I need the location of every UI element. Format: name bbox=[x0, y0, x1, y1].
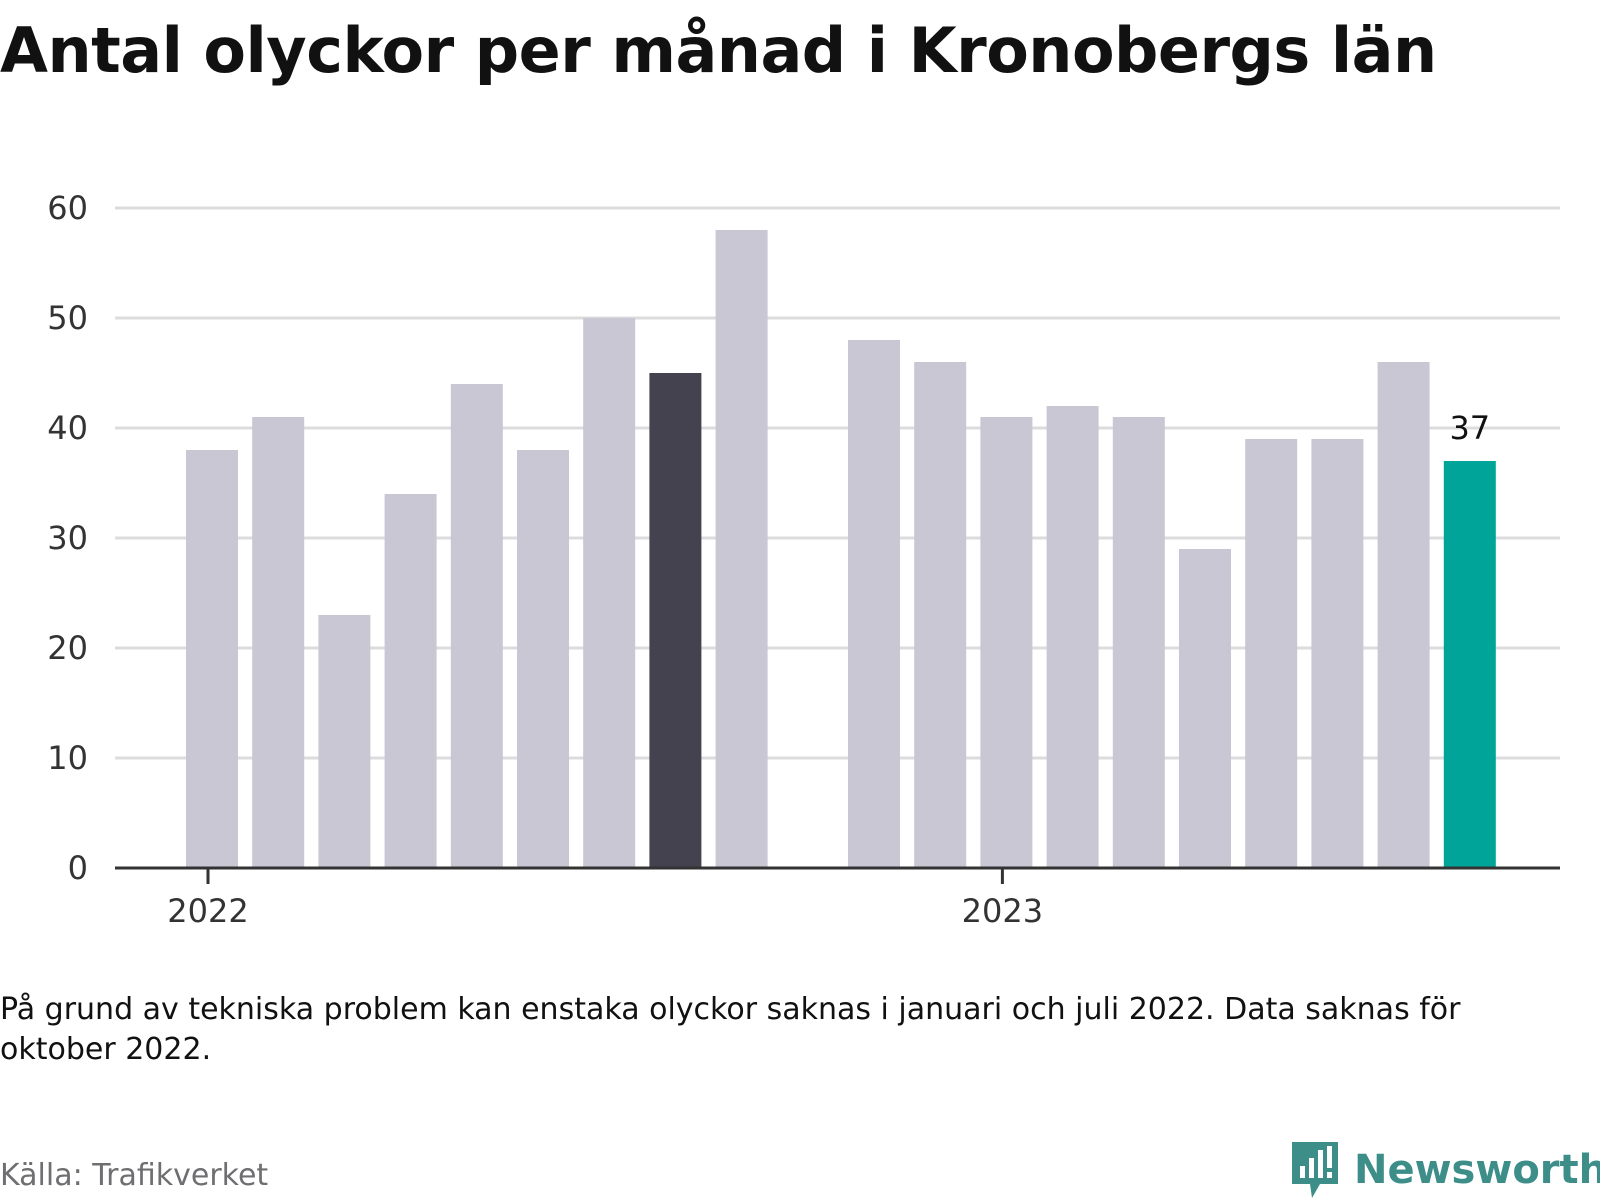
bar-chart: 0 10 20 30 40 50 60 37 2022 2023 bbox=[47, 189, 1560, 930]
bar-chart-logo-icon bbox=[1292, 1142, 1338, 1198]
x-tick-label: 2023 bbox=[962, 892, 1043, 930]
x-axis bbox=[115, 866, 1560, 884]
bar bbox=[649, 373, 702, 868]
bar bbox=[1311, 439, 1364, 868]
y-tick-label: 30 bbox=[47, 519, 88, 557]
chart-title: Antal olyckor per månad i Kronobergs län bbox=[0, 14, 1437, 87]
y-tick-label: 10 bbox=[47, 739, 88, 777]
bar bbox=[384, 494, 437, 868]
bar bbox=[1046, 406, 1099, 868]
x-tick-label: 2022 bbox=[167, 892, 248, 930]
bar bbox=[186, 450, 238, 868]
bar bbox=[1179, 549, 1231, 868]
bar bbox=[1112, 417, 1165, 868]
bar bbox=[517, 450, 569, 868]
bar bbox=[848, 340, 900, 868]
bar bbox=[980, 417, 1033, 868]
data-label: 37 bbox=[1449, 409, 1490, 447]
newsworthy-logo: Newsworthy bbox=[1290, 1140, 1600, 1200]
y-tick-label: 40 bbox=[47, 409, 88, 447]
bar bbox=[1245, 439, 1298, 868]
chart-note: På grund av tekniska problem kan enstaka… bbox=[0, 992, 1461, 1067]
bar bbox=[583, 318, 636, 868]
bars bbox=[186, 230, 1496, 868]
source-text: Källa: Trafikverket bbox=[0, 1158, 269, 1193]
brand-name: Newsworthy bbox=[1354, 1147, 1600, 1193]
y-tick-label: 0 bbox=[68, 849, 88, 887]
bar bbox=[914, 362, 967, 868]
y-tick-label: 50 bbox=[47, 299, 88, 337]
y-tick-label: 60 bbox=[47, 189, 88, 227]
bar bbox=[1443, 461, 1496, 868]
bar bbox=[450, 384, 503, 868]
y-tick-label: 20 bbox=[47, 629, 88, 667]
bar bbox=[252, 417, 305, 868]
labels: 0 10 20 30 40 50 60 37 2022 2023 bbox=[47, 189, 1490, 930]
bar bbox=[715, 230, 768, 868]
bar bbox=[318, 615, 371, 868]
bar bbox=[1377, 362, 1430, 868]
